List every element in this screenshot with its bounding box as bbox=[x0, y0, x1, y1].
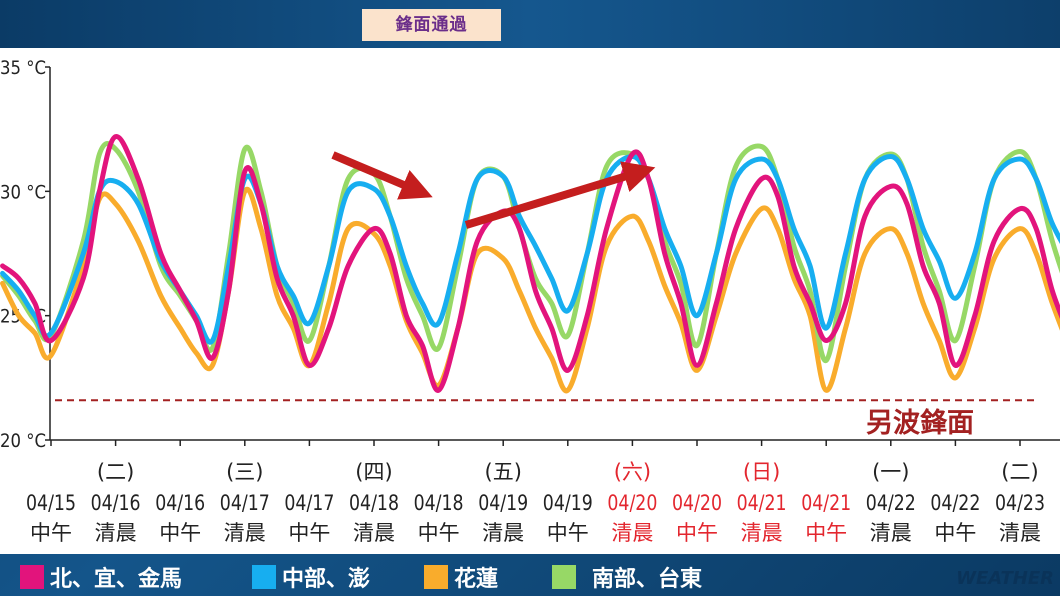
x-tick-date: 04/17 bbox=[284, 491, 334, 515]
x-tick-time: 清晨 bbox=[870, 521, 912, 545]
x-tick-date: 04/17 bbox=[220, 491, 270, 515]
title-tag: 鋒面通過 bbox=[362, 9, 501, 41]
x-tick-date: 04/21 bbox=[737, 491, 787, 515]
chart-panel: 20 °C 25 °C 30 °C 35 °C 04/15 中午 (二) 04/16 清晨 04/… bbox=[0, 48, 1060, 554]
x-tick-date: 04/20 bbox=[607, 491, 657, 515]
x-tick-day: (二) bbox=[97, 460, 134, 484]
legend-label-central: 中部、澎 bbox=[282, 567, 371, 592]
x-tick-time: 中午 bbox=[676, 521, 718, 545]
x-tick-time: 清晨 bbox=[482, 521, 524, 545]
x-tick-date: 04/22 bbox=[866, 491, 916, 515]
y-tick-label: 35 °C bbox=[0, 57, 46, 79]
series-line bbox=[0, 186, 1060, 394]
legend-swatch-north bbox=[20, 565, 44, 589]
temperature-chart: 20 °C25 °C30 °C35 °C04/15中午(二)04/16清晨04/… bbox=[0, 57, 1060, 545]
x-tick-date: 04/23 bbox=[995, 491, 1045, 515]
x-tick-date: 04/19 bbox=[478, 491, 528, 515]
x-tick-date: 04/18 bbox=[349, 491, 399, 515]
x-tick-time: 清晨 bbox=[353, 521, 395, 545]
legend-item-central: 中部、澎 bbox=[252, 564, 371, 592]
legend-label-north: 北、宜、金馬 bbox=[50, 567, 183, 592]
x-tick-date: 04/19 bbox=[543, 491, 593, 515]
y-tick-label: 20 °C bbox=[0, 430, 46, 452]
legend-swatch-hualien bbox=[424, 565, 448, 589]
x-tick-day: (五) bbox=[485, 460, 522, 484]
x-tick-day: (一) bbox=[872, 460, 909, 484]
x-tick-date: 04/21 bbox=[801, 491, 851, 515]
legend-label-south: 南部、台東 bbox=[592, 567, 703, 592]
x-tick-time: 清晨 bbox=[95, 521, 137, 545]
x-tick-time: 清晨 bbox=[224, 521, 266, 545]
series-line bbox=[0, 134, 1060, 393]
x-tick-time: 中午 bbox=[288, 521, 330, 545]
x-tick-time: 清晨 bbox=[741, 521, 783, 545]
x-tick-time: 中午 bbox=[805, 521, 847, 545]
legend-item-hualien: 花蓮 bbox=[424, 564, 499, 592]
x-tick-time: 中午 bbox=[159, 521, 201, 545]
legend-label-hualien: 花蓮 bbox=[454, 567, 499, 592]
x-tick-day: (六) bbox=[614, 460, 651, 484]
legend-item-north: 北、宜、金馬 bbox=[20, 564, 183, 592]
x-tick-date: 04/16 bbox=[91, 491, 141, 515]
y-tick-label: 30 °C bbox=[0, 181, 46, 203]
legend-swatch-central bbox=[252, 565, 276, 589]
x-tick-time: 中午 bbox=[418, 521, 460, 545]
x-tick-time: 清晨 bbox=[999, 521, 1041, 545]
arrow-front-2 bbox=[464, 161, 656, 229]
x-tick-time: 清晨 bbox=[611, 521, 653, 545]
x-tick-date: 04/20 bbox=[672, 491, 722, 515]
legend: 北、宜、金馬 中部、澎 花蓮 南部、台東 bbox=[0, 554, 1060, 596]
x-tick-day: (二) bbox=[1001, 460, 1038, 484]
x-tick-time: 中午 bbox=[547, 521, 589, 545]
x-tick-time: 中午 bbox=[934, 521, 976, 545]
arrow-front-1 bbox=[331, 151, 433, 200]
legend-item-south: 南部、台東 bbox=[552, 564, 703, 592]
reference-line-label: 另波鋒面 bbox=[866, 407, 974, 439]
x-tick-day: (四) bbox=[355, 460, 392, 484]
x-tick-date: 04/16 bbox=[155, 491, 205, 515]
x-tick-time: 中午 bbox=[30, 521, 72, 545]
x-tick-date: 04/15 bbox=[26, 491, 76, 515]
legend-swatch-south bbox=[552, 565, 576, 589]
x-tick-date: 04/22 bbox=[930, 491, 980, 515]
x-tick-date: 04/18 bbox=[414, 491, 464, 515]
x-tick-day: (三) bbox=[226, 460, 263, 484]
header-band bbox=[0, 0, 1060, 48]
x-tick-day: (日) bbox=[743, 460, 780, 484]
watermark-logo: WEATHER bbox=[956, 568, 1054, 589]
